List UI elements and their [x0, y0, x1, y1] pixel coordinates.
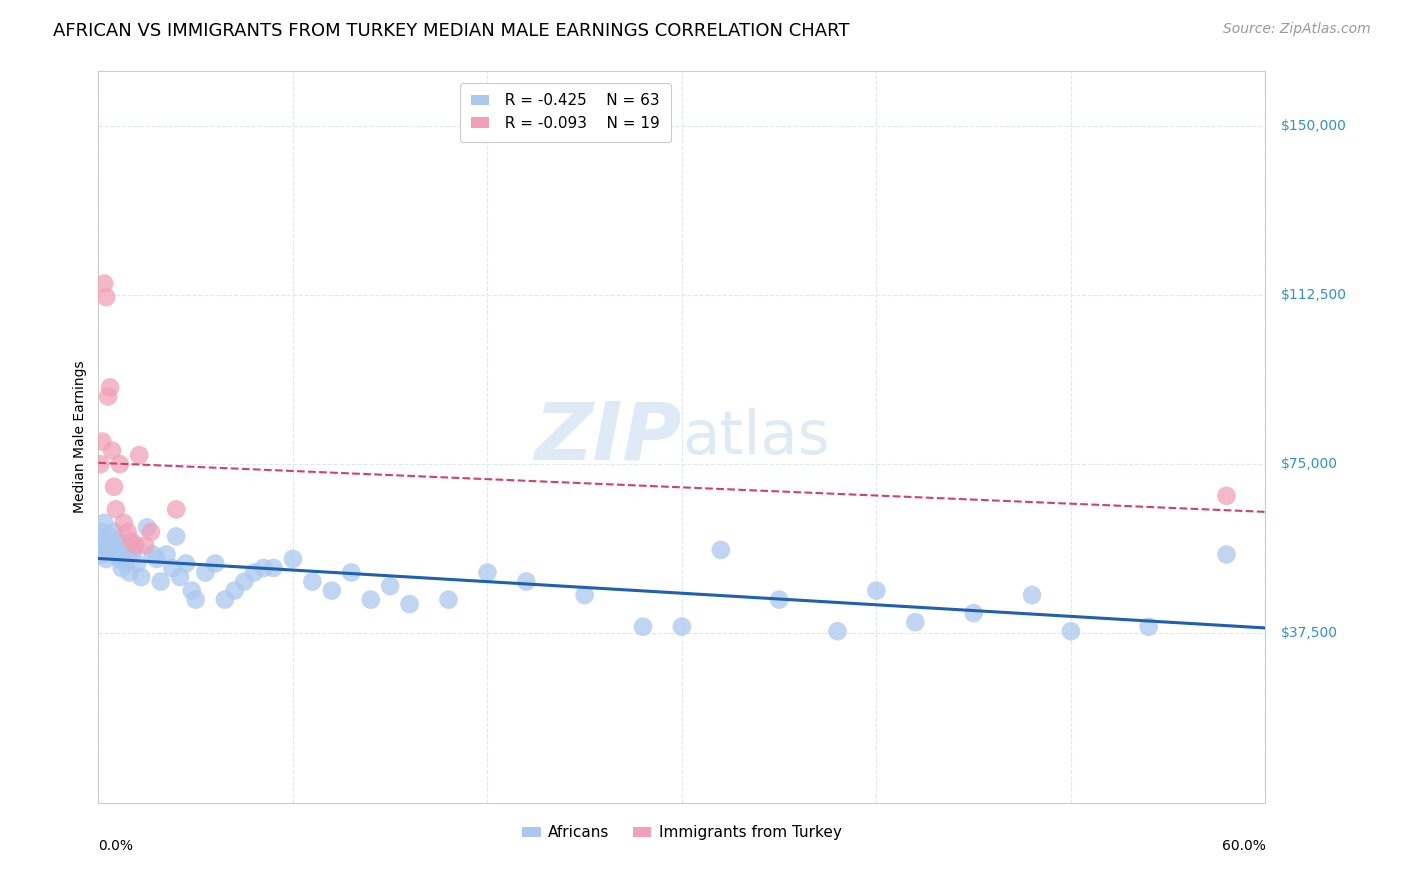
- Point: [710, 543, 733, 558]
- Point: [136, 520, 159, 534]
- Point: [118, 566, 141, 580]
- Point: [112, 516, 135, 530]
- Point: [437, 592, 460, 607]
- Point: [142, 548, 165, 562]
- Point: [243, 566, 266, 580]
- Point: [117, 524, 139, 539]
- Point: [1060, 624, 1083, 639]
- Point: [117, 548, 139, 562]
- Point: [262, 561, 284, 575]
- Point: [477, 566, 499, 580]
- Point: [91, 434, 114, 449]
- Point: [139, 524, 162, 539]
- Point: [184, 592, 207, 607]
- Point: [93, 277, 115, 291]
- Point: [93, 516, 115, 530]
- Point: [124, 538, 146, 552]
- Point: [281, 552, 304, 566]
- Point: [340, 566, 363, 580]
- Point: [865, 583, 887, 598]
- Point: [101, 538, 124, 552]
- Point: [233, 574, 256, 589]
- Point: [121, 533, 143, 548]
- Point: [204, 557, 226, 571]
- Point: [104, 502, 127, 516]
- Point: [129, 570, 152, 584]
- Point: [180, 583, 202, 598]
- Legend: Africans, Immigrants from Turkey: Africans, Immigrants from Turkey: [516, 819, 848, 847]
- Point: [93, 533, 115, 548]
- Point: [1021, 588, 1043, 602]
- Point: [380, 579, 402, 593]
- Point: [631, 620, 654, 634]
- Text: $150,000: $150,000: [1281, 119, 1347, 133]
- Point: [360, 592, 382, 607]
- Point: [827, 624, 849, 639]
- Point: [104, 548, 127, 562]
- Text: 60.0%: 60.0%: [1222, 839, 1265, 854]
- Point: [321, 583, 343, 598]
- Point: [224, 583, 246, 598]
- Text: AFRICAN VS IMMIGRANTS FROM TURKEY MEDIAN MALE EARNINGS CORRELATION CHART: AFRICAN VS IMMIGRANTS FROM TURKEY MEDIAN…: [53, 22, 851, 40]
- Point: [155, 548, 177, 562]
- Point: [1215, 548, 1237, 562]
- Point: [253, 561, 276, 575]
- Point: [98, 380, 121, 394]
- Point: [103, 524, 125, 539]
- Point: [127, 557, 149, 571]
- Text: $112,500: $112,500: [1281, 288, 1347, 301]
- Text: $37,500: $37,500: [1281, 626, 1339, 640]
- Point: [194, 566, 217, 580]
- Point: [169, 570, 191, 584]
- Text: Source: ZipAtlas.com: Source: ZipAtlas.com: [1223, 22, 1371, 37]
- Point: [1215, 489, 1237, 503]
- Point: [134, 538, 156, 552]
- Point: [962, 606, 984, 620]
- Point: [146, 552, 169, 566]
- Point: [574, 588, 596, 602]
- Point: [214, 592, 236, 607]
- Text: ZIP: ZIP: [534, 398, 682, 476]
- Text: 0.0%: 0.0%: [98, 839, 134, 854]
- Point: [101, 443, 124, 458]
- Point: [107, 533, 129, 548]
- Point: [97, 389, 120, 403]
- Point: [122, 543, 145, 558]
- Point: [1137, 620, 1160, 634]
- Text: $75,000: $75,000: [1281, 458, 1339, 471]
- Point: [96, 290, 118, 304]
- Point: [114, 557, 136, 571]
- Point: [97, 543, 120, 558]
- Point: [112, 538, 135, 552]
- Point: [162, 561, 184, 575]
- Point: [91, 524, 114, 539]
- Point: [515, 574, 537, 589]
- Point: [904, 615, 927, 630]
- Point: [91, 548, 114, 562]
- Point: [398, 597, 420, 611]
- Point: [108, 457, 131, 471]
- Point: [89, 538, 111, 552]
- Point: [301, 574, 323, 589]
- Text: atlas: atlas: [682, 408, 830, 467]
- Point: [174, 557, 197, 571]
- Point: [149, 574, 172, 589]
- Point: [89, 457, 111, 471]
- Point: [165, 502, 187, 516]
- Point: [103, 480, 125, 494]
- Point: [98, 529, 121, 543]
- Y-axis label: Median Male Earnings: Median Male Earnings: [73, 360, 87, 514]
- Point: [768, 592, 790, 607]
- Point: [165, 529, 187, 543]
- Point: [108, 552, 131, 566]
- Point: [671, 620, 693, 634]
- Point: [128, 448, 150, 462]
- Point: [111, 561, 134, 575]
- Point: [96, 552, 118, 566]
